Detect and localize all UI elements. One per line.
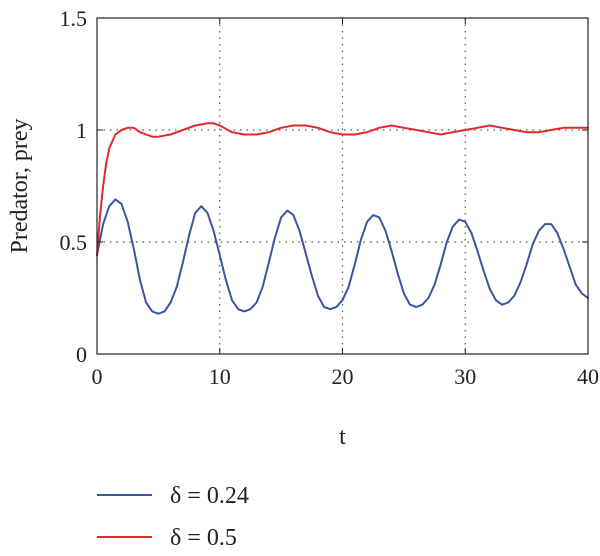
legend-label-0: δ = 0.24 bbox=[170, 483, 249, 509]
series-line-0 bbox=[96, 198, 589, 315]
x-axis-title: t bbox=[339, 424, 346, 450]
x-tick-label: 10 bbox=[209, 364, 231, 389]
x-tick-label: 0 bbox=[92, 364, 103, 389]
y-tick-label: 1.5 bbox=[60, 6, 88, 31]
y-tick-label: 0 bbox=[76, 342, 87, 367]
legend-label-1: δ = 0.5 bbox=[170, 525, 237, 551]
y-axis-title: Predator, prey bbox=[7, 119, 33, 254]
y-tick-label: 0.5 bbox=[60, 230, 88, 255]
x-tick-label: 30 bbox=[454, 364, 476, 389]
x-tick-label: 20 bbox=[332, 364, 354, 389]
series-lines bbox=[96, 122, 589, 315]
series-line-1 bbox=[96, 122, 589, 257]
x-tick-label: 40 bbox=[577, 364, 599, 389]
axis-ticks: 0 10 20 30 40 0 0.5 1 1.5 bbox=[60, 6, 600, 389]
legend: δ = 0.24 δ = 0.5 bbox=[97, 483, 249, 551]
y-tick-label: 1 bbox=[76, 118, 87, 143]
